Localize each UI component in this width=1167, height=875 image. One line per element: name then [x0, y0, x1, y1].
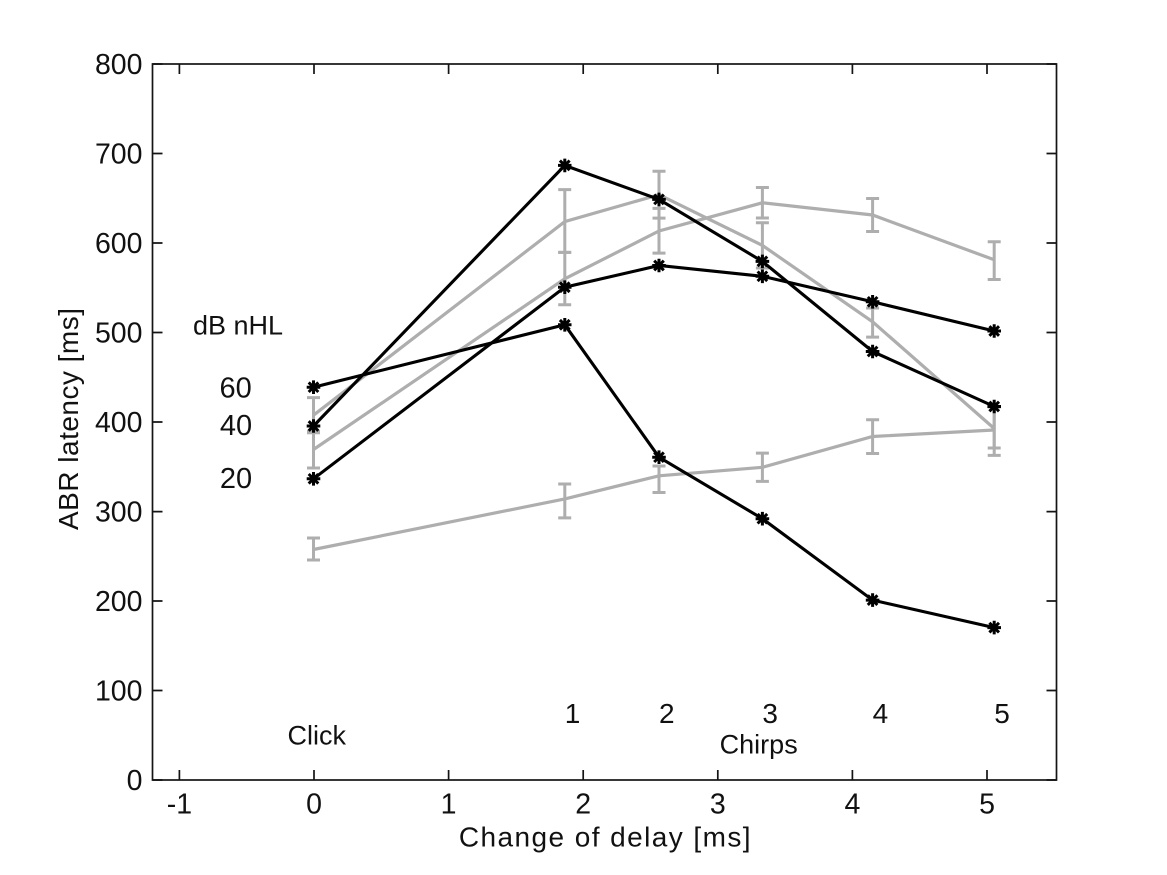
svg-text:700: 700	[95, 139, 143, 171]
svg-text:4: 4	[844, 789, 860, 821]
svg-text:3: 3	[710, 789, 726, 821]
svg-text:600: 600	[95, 228, 143, 260]
svg-text:4: 4	[873, 698, 889, 729]
svg-text:400: 400	[95, 407, 143, 439]
svg-text:Click: Click	[288, 720, 347, 750]
svg-text:5: 5	[979, 789, 995, 821]
svg-text:40: 40	[220, 410, 252, 442]
svg-text:100: 100	[95, 676, 143, 708]
svg-text:dB nHL: dB nHL	[193, 310, 283, 340]
svg-text:-1: -1	[167, 789, 192, 821]
svg-text:Chirps: Chirps	[720, 730, 798, 760]
svg-text:60: 60	[219, 373, 251, 405]
svg-text:0: 0	[127, 765, 143, 797]
svg-text:800: 800	[95, 49, 143, 81]
svg-text:1: 1	[565, 698, 581, 729]
svg-text:1: 1	[441, 789, 457, 821]
svg-text:2: 2	[659, 698, 675, 729]
svg-text:ABR latency [ms]: ABR latency [ms]	[53, 308, 84, 530]
svg-text:3: 3	[762, 698, 778, 729]
svg-text:0: 0	[306, 789, 322, 821]
svg-text:200: 200	[95, 586, 143, 618]
svg-text:20: 20	[220, 463, 252, 495]
svg-text:5: 5	[994, 698, 1010, 729]
svg-text:Change of delay [ms]: Change of delay [ms]	[459, 822, 751, 853]
svg-text:500: 500	[95, 318, 143, 350]
svg-text:2: 2	[575, 789, 591, 821]
svg-text:300: 300	[95, 497, 143, 529]
